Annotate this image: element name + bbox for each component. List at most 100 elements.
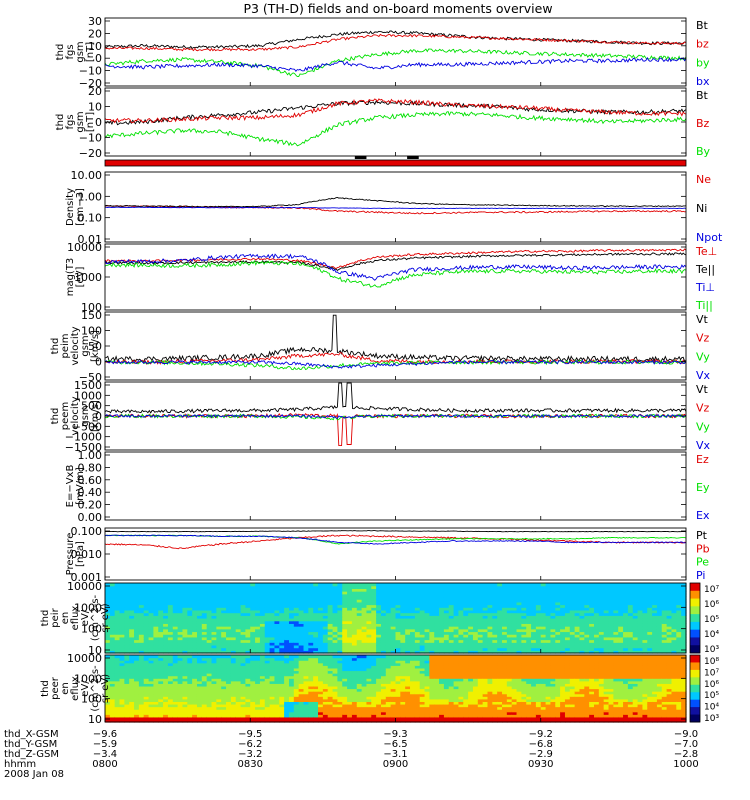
spectrogram-cell — [443, 634, 450, 638]
spectrogram-cell — [124, 626, 130, 630]
spectrogram-cell — [429, 634, 435, 638]
spectrogram-cell — [182, 599, 188, 603]
spectrogram-cell — [105, 691, 111, 695]
spectrogram-cell — [177, 673, 184, 677]
spectrogram-cell — [511, 612, 518, 616]
spectrogram-cell — [603, 588, 610, 592]
spectrogram-cell — [502, 644, 508, 649]
spectrogram-cell — [366, 662, 372, 666]
spectrogram-cell — [361, 711, 368, 715]
spectrogram-cell — [308, 662, 314, 666]
spectrogram-cell — [356, 636, 363, 641]
spectrogram-cell — [647, 604, 653, 608]
spectrogram-cell — [313, 618, 319, 622]
spectrogram-cell — [313, 657, 319, 661]
spectrogram-cell — [356, 591, 363, 595]
y-axis-label: thd — [50, 408, 61, 425]
spectrogram-cell — [434, 623, 440, 627]
spectrogram-cell — [221, 691, 227, 695]
spectrogram-cell — [410, 642, 416, 646]
spectrogram-cell — [453, 620, 460, 624]
spectrogram-cell — [400, 650, 406, 654]
spectrogram-cell — [356, 685, 363, 690]
spectrogram-cell — [182, 678, 188, 682]
spectrogram-cell — [143, 662, 150, 666]
spectrogram-cell — [390, 599, 397, 603]
spectrogram-cell — [656, 639, 663, 643]
spectrogram-cell — [264, 657, 271, 661]
spectrogram-cell — [424, 644, 430, 649]
spectrogram-cell — [182, 688, 188, 692]
spectrogram-cell — [269, 683, 276, 687]
spectrogram-cell — [555, 588, 561, 592]
spectrogram-cell — [342, 612, 348, 616]
spectrogram-cell — [652, 642, 658, 646]
spectrogram-cell — [337, 691, 343, 695]
spectrogram-cell — [395, 673, 401, 677]
spectrogram-cell — [351, 583, 358, 587]
spectrogram-cell — [264, 678, 271, 682]
spectrogram-cell — [487, 599, 493, 603]
spectrogram-cell — [196, 685, 203, 690]
spectrogram-cell — [114, 719, 121, 723]
spectrogram-cell — [560, 639, 566, 643]
spectrogram-cell — [255, 642, 261, 646]
spectrogram-cell — [327, 680, 334, 684]
spectrogram-cell — [603, 618, 610, 622]
spectrogram-cell — [613, 583, 619, 587]
spectrogram-cell — [337, 639, 343, 643]
spectrogram-cell — [288, 688, 295, 692]
colorbar-tick-label: 10³ — [704, 645, 719, 655]
spectrogram-cell — [584, 596, 590, 600]
spectrogram-cell — [376, 604, 382, 608]
spectrogram-cell — [288, 662, 295, 666]
spectrogram-cell — [681, 596, 687, 600]
spectrogram-cell — [347, 583, 353, 587]
spectrogram-cell — [550, 631, 556, 635]
spectrogram-cell — [158, 583, 164, 587]
spectrogram-cell — [642, 596, 648, 600]
spectrogram-cell — [288, 716, 295, 721]
spectrogram-cell — [192, 678, 198, 682]
spectrogram-cell — [390, 639, 397, 643]
spectrogram-cell — [114, 680, 121, 684]
spectrogram-cell — [356, 693, 363, 697]
spectrogram-cell — [284, 683, 290, 687]
spectrogram-cell — [221, 612, 227, 616]
spectrogram-cell — [167, 706, 174, 710]
spectrogram-cell — [584, 593, 590, 598]
spectrogram-cell — [472, 626, 479, 630]
spectrogram-cell — [482, 609, 489, 614]
spectrogram-cell — [308, 703, 314, 708]
spectrogram-cell — [332, 706, 338, 710]
spectrogram-cell — [201, 655, 208, 659]
spectrogram-cell — [105, 599, 111, 603]
spectrogram-cell — [594, 585, 600, 589]
spectrogram-cell — [235, 604, 242, 608]
spectrogram-cell — [109, 706, 116, 710]
spectrogram-cell — [259, 703, 266, 708]
spectrogram-cell — [487, 618, 493, 622]
spectrogram-cell — [492, 644, 498, 649]
spectrogram-cell — [342, 601, 348, 606]
spectrogram-cell — [332, 665, 338, 669]
spectrogram-cell — [313, 599, 319, 603]
spectrogram-cell — [201, 585, 208, 589]
spectrogram-cell — [119, 631, 125, 635]
spectrogram-cell — [211, 696, 217, 700]
spectrogram-cell — [361, 591, 368, 595]
spectrogram-cell — [376, 693, 382, 697]
spectrogram-cell — [313, 588, 319, 592]
spectrogram-cell — [293, 696, 300, 700]
spectrogram-cell — [463, 612, 469, 616]
spectrogram-cell — [666, 642, 673, 646]
spectrogram-cell — [545, 588, 552, 592]
spectrogram-cell — [429, 639, 435, 643]
spectrogram-cell — [327, 620, 334, 624]
spectrogram-cell — [201, 599, 208, 603]
spectrogram-cell — [448, 599, 455, 603]
spectrogram-cell — [332, 615, 338, 619]
spectrogram-cell — [623, 650, 629, 654]
spectrogram-cell — [269, 634, 276, 638]
